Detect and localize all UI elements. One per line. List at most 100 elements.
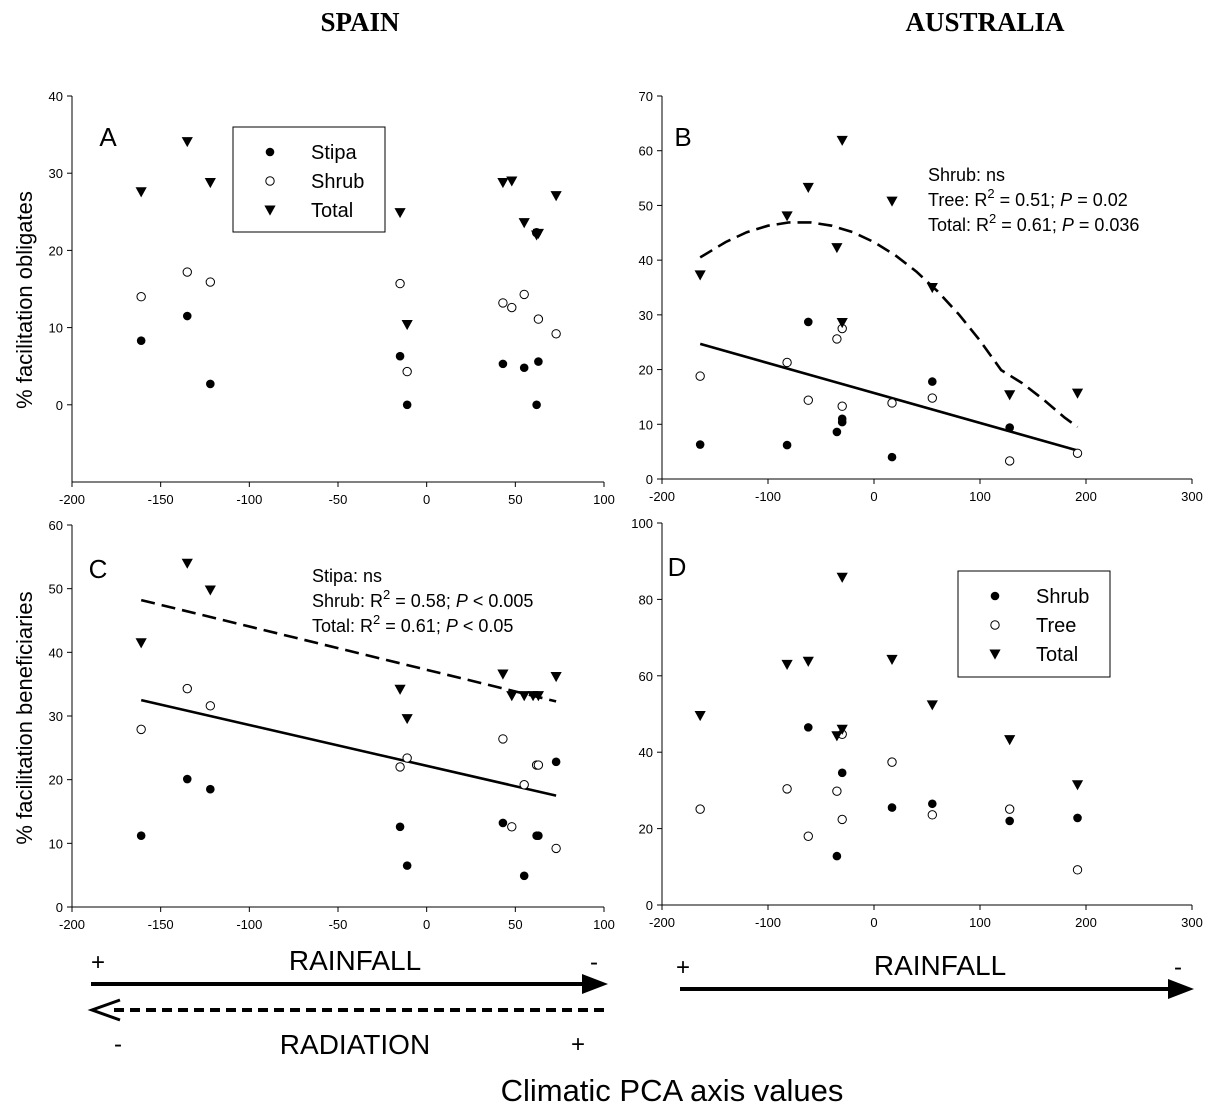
data-point-shrub — [551, 843, 561, 854]
data-point-stipa — [498, 818, 508, 828]
data-point-shrub — [837, 768, 847, 778]
data-point-total — [836, 135, 848, 146]
spain-climate-axes: + RAINFALL - - RADIATION + — [87, 945, 608, 1060]
x-tick-label: 100 — [593, 917, 615, 932]
legend: Stipa Shrub Total — [232, 126, 386, 233]
data-point-stipa — [519, 871, 529, 881]
legend-marker-stipa — [265, 147, 275, 157]
data-point-shrub — [1073, 813, 1082, 823]
data-point-total — [550, 191, 562, 202]
y-tick-label: 20 — [639, 822, 653, 837]
legend: Shrub Tree Total — [957, 570, 1111, 678]
data-point-stipa — [136, 336, 146, 346]
data-point-tree — [782, 784, 792, 794]
legend-marker-shrub — [990, 591, 1000, 601]
data-point-total — [802, 182, 814, 193]
data-point-total — [181, 137, 193, 148]
data-point-total — [204, 585, 216, 596]
panel-c: 0 10 20 30 40 50 60 -200 -150 -100 -50 0 50 100 C Stipa… — [49, 518, 615, 932]
panel-letter: A — [99, 122, 117, 152]
y-tick-label: 50 — [639, 198, 653, 213]
data-point-total — [694, 270, 706, 281]
x-tick-label: 200 — [1075, 915, 1097, 930]
y-tick-label: 20 — [49, 243, 63, 258]
data-point-shrub — [136, 292, 146, 302]
spain-rainfall-arrowhead — [582, 974, 608, 994]
data-point-tree — [1072, 448, 1083, 458]
data-point-shrub — [1005, 423, 1014, 432]
data-point-total — [802, 656, 814, 667]
data-point-total — [886, 196, 898, 207]
data-point-stipa — [498, 359, 508, 369]
y-tick-label: 40 — [49, 89, 63, 104]
panel-letter: D — [668, 552, 687, 582]
data-point-total — [401, 320, 413, 331]
data-point-total — [394, 684, 406, 695]
legend-label-shrub: Shrub — [311, 171, 364, 193]
y-tick-label: 40 — [639, 253, 653, 268]
data-point-stipa — [182, 774, 192, 784]
data-point-tree — [887, 757, 897, 767]
data-point-stipa — [206, 784, 215, 794]
data-point-stipa — [395, 351, 405, 361]
data-point-shrub — [782, 440, 792, 450]
stats-annotation: Total: R2 = 0.61; P < 0.05 — [312, 612, 513, 636]
y-tick-label: 10 — [639, 417, 653, 432]
australia-rainfall-arrowhead — [1168, 979, 1194, 999]
x-tick-label: -200 — [649, 915, 675, 930]
x-tick-label: -200 — [59, 917, 85, 932]
data-point-total — [836, 318, 848, 329]
data-point-total — [181, 558, 193, 569]
data-point-shrub — [832, 427, 842, 437]
data-point-tree — [1004, 804, 1015, 814]
data-point-total — [394, 208, 406, 219]
data-point-total — [204, 177, 216, 189]
data-point-tree — [803, 831, 813, 841]
legend-marker-tree — [990, 620, 1000, 630]
country-title-spain: SPAIN — [320, 7, 400, 37]
data-point-shrub — [519, 780, 529, 790]
data-point-stipa — [395, 822, 405, 832]
data-point-shrub — [533, 760, 544, 770]
y-axis-title-top: % facilitation obligates — [12, 191, 37, 409]
spain-rainfall-minus: - — [590, 949, 598, 976]
data-point-shrub — [507, 302, 517, 313]
data-point-stipa — [551, 757, 561, 767]
stats-annotation: Stipa: ns — [312, 566, 382, 586]
x-tick-label: 0 — [870, 489, 877, 504]
data-point-stipa — [182, 311, 192, 321]
y-tick-label: 80 — [639, 592, 653, 607]
data-point-shrub — [395, 278, 405, 289]
legend-box — [232, 126, 386, 233]
data-point-total — [781, 659, 793, 670]
y-tick-label: 0 — [56, 398, 63, 413]
australia-climate-axis: + RAINFALL - — [676, 950, 1194, 999]
data-point-shrub — [837, 417, 847, 427]
y-tick-label: 20 — [639, 363, 653, 378]
y-tick-label: 0 — [56, 900, 63, 915]
data-point-stipa — [534, 357, 543, 366]
data-point-shrub — [519, 289, 529, 300]
data-point-total — [836, 724, 848, 735]
data-point-total — [781, 211, 793, 222]
spain-rainfall-plus: + — [91, 949, 105, 976]
x-tick-label: 100 — [969, 489, 991, 504]
spain-rainfall-label: RAINFALL — [289, 945, 421, 976]
y-tick-label: 30 — [639, 308, 653, 323]
data-point-shrub — [533, 314, 544, 324]
data-point-total — [1004, 390, 1016, 401]
y-tick-label: 60 — [639, 669, 653, 684]
data-point-total — [1004, 735, 1016, 746]
y-tick-label: 10 — [49, 321, 63, 336]
data-point-stipa — [532, 400, 541, 410]
data-point-tree — [887, 398, 897, 408]
data-point-shrub — [182, 683, 192, 694]
data-point-total — [836, 572, 848, 583]
fit-line-tree — [699, 342, 1078, 452]
x-tick-label: 200 — [1075, 489, 1097, 504]
x-tick-label: -100 — [236, 917, 262, 932]
y-tick-label: 60 — [49, 518, 63, 533]
data-point-total — [831, 731, 843, 742]
legend-box — [957, 570, 1111, 678]
